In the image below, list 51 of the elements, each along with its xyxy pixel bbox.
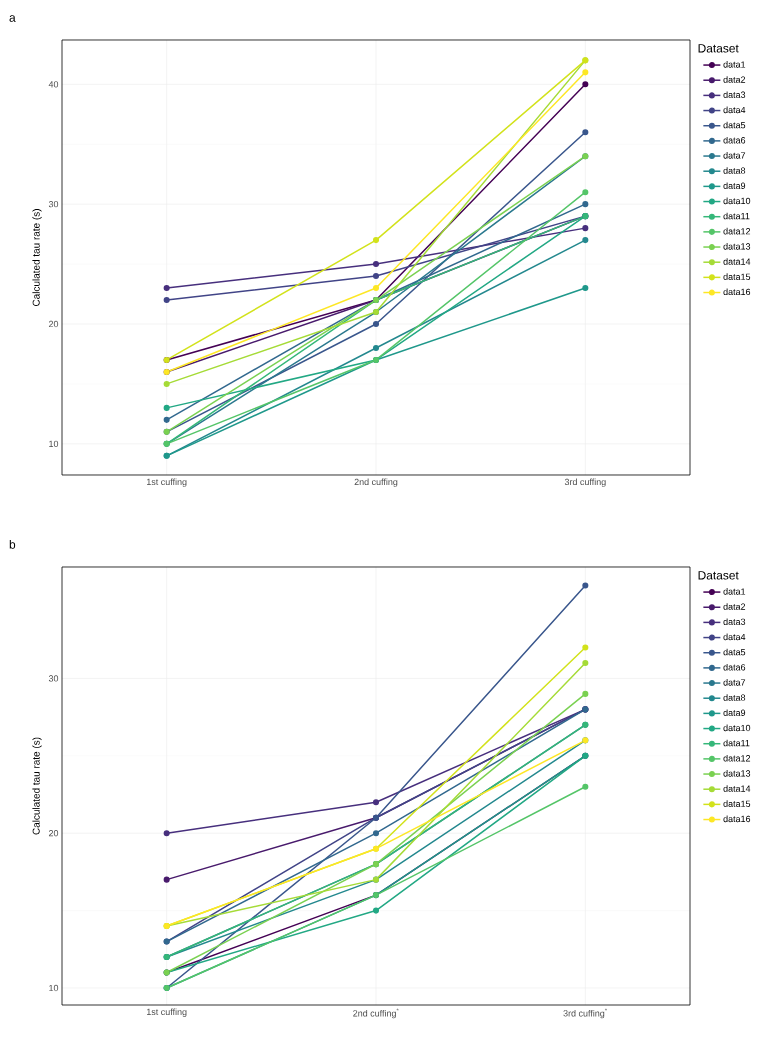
legend-label: data9 xyxy=(723,182,746,189)
legend-title: Dataset xyxy=(698,44,739,53)
legend-label: data6 xyxy=(723,663,746,671)
legend-label: data1 xyxy=(723,61,746,68)
legend-label: data1 xyxy=(723,588,746,595)
legend-label: data16 xyxy=(723,815,751,823)
legend-label: data9 xyxy=(723,709,746,716)
legend-label: data16 xyxy=(723,288,751,296)
legend-label: data11 xyxy=(723,739,750,747)
legend-label: data4 xyxy=(723,633,746,641)
x-tick-label: 3rd cuffing$^{*}$ xyxy=(563,1008,608,1019)
legend-label: data4 xyxy=(723,106,746,114)
legend-label: data13 xyxy=(723,243,751,250)
legend-label: data12 xyxy=(723,227,751,235)
y-tick-label: 40 xyxy=(48,81,59,88)
legend-label: data2 xyxy=(723,603,746,610)
legend-label: data5 xyxy=(723,648,746,656)
legend-label: data5 xyxy=(723,121,746,129)
legend-label: data12 xyxy=(723,754,751,762)
legend-title: Dataset xyxy=(698,571,739,580)
x-tick-label: 1st cuffing xyxy=(147,478,187,487)
x-tick-label: 1st cuffing xyxy=(147,1008,187,1017)
y-axis-title: Calculated tau rate (s) xyxy=(32,209,42,306)
y-tick-label: 20 xyxy=(48,320,59,328)
legend-label: data6 xyxy=(723,136,746,144)
y-tick-label: 30 xyxy=(48,200,59,208)
legend-label: data3 xyxy=(723,91,746,98)
legend-label: data13 xyxy=(723,770,751,777)
y-tick-label: 30 xyxy=(48,675,59,682)
legend-label: data11 xyxy=(723,212,750,220)
y-axis-title: Calculated tau rate (s) xyxy=(32,737,42,835)
legend-label: data2 xyxy=(723,76,746,83)
legend-label: data10 xyxy=(723,724,751,732)
x-tick-label: 2nd cuffing xyxy=(354,478,398,487)
chart-title: b xyxy=(9,539,16,549)
legend-label: data7 xyxy=(723,152,746,159)
y-tick-label: 10 xyxy=(49,984,59,992)
legend-label: data7 xyxy=(723,679,746,686)
legend-label: data8 xyxy=(723,694,746,701)
legend-label: data10 xyxy=(723,197,751,205)
legend-label: data8 xyxy=(723,167,746,174)
x-tick-label: 3rd cuffing xyxy=(564,478,606,487)
chart-title: a xyxy=(9,15,16,22)
y-tick-label: 10 xyxy=(49,440,59,448)
legend-label: data14 xyxy=(723,785,751,792)
legend-label: data15 xyxy=(723,800,751,807)
legend-label: data14 xyxy=(723,258,751,265)
y-tick-label: 20 xyxy=(48,830,59,837)
legend-label: data15 xyxy=(723,273,751,280)
legend-label: data3 xyxy=(723,618,746,625)
x-tick-label: 2nd cuffing$^{*}$ xyxy=(353,1008,399,1019)
